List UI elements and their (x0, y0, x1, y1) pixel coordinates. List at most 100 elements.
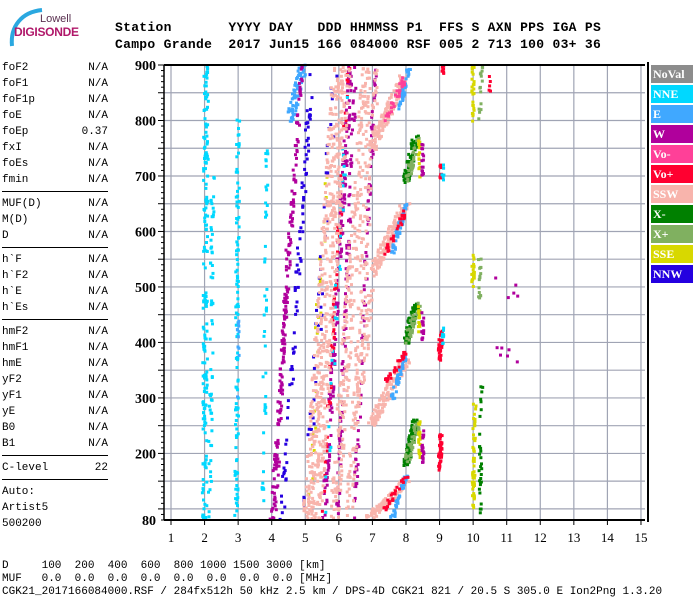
echo-point-w (359, 393, 363, 397)
echo-point-ssw (323, 295, 327, 298)
echo-point-ssw (375, 86, 379, 89)
echo-point-ssw (324, 318, 328, 322)
echo-point-ssw (336, 232, 340, 235)
param-value: N/A (88, 406, 108, 418)
echo-point-ssw (331, 95, 335, 99)
echo-point-ssw (368, 143, 372, 147)
echo-point-vo+ (402, 353, 406, 357)
echo-point-ssw (339, 412, 343, 416)
echo-point-ssw (348, 494, 352, 498)
echo-point-vo+ (335, 273, 339, 277)
echo-point-ssw (385, 105, 389, 109)
echo-point-w (340, 429, 344, 433)
echo-point-ssw (318, 381, 322, 385)
echo-point-ssw (373, 511, 377, 515)
echo-point-nne (263, 403, 267, 407)
echo-point-nne (202, 507, 206, 511)
echo-point-w (362, 319, 366, 323)
echo-point-w (280, 375, 284, 379)
echo-point-ssw (388, 380, 392, 384)
echo-point-w (327, 463, 331, 467)
echo-point-ssw (318, 472, 322, 476)
echo-point-ssw (381, 251, 385, 255)
echo-point-ssw (354, 208, 358, 212)
echo-point-e (406, 74, 410, 78)
echo-point-e (403, 206, 407, 210)
echo-point-ssw (313, 502, 317, 506)
echo-point-nne (204, 167, 207, 171)
echo-point-nnw (291, 347, 295, 351)
echo-point-sse (474, 404, 478, 408)
echo-point-nne (265, 213, 269, 217)
echo-point-x- (477, 487, 481, 491)
echo-point-ssw (320, 400, 323, 404)
echo-point-x+ (478, 274, 482, 278)
echo-point-sse (471, 503, 475, 507)
echo-point-ssw (400, 210, 404, 213)
echo-point-w (369, 125, 373, 129)
echo-point-ssw (358, 271, 362, 275)
echo-point-w (282, 360, 286, 364)
echo-point-w (274, 508, 278, 512)
echo-point-w (276, 438, 280, 442)
echo-point-ssw (353, 413, 357, 417)
echo-point-e (393, 247, 397, 251)
echo-point-nne (209, 398, 213, 402)
echo-point-nne (236, 181, 240, 185)
echo-point-ssw (316, 465, 320, 469)
echo-point-w (295, 156, 298, 160)
echo-point-ssw (362, 203, 365, 207)
echo-point-ssw (321, 332, 325, 336)
x-tick-label: 5 (302, 530, 309, 545)
echo-point-ssw (359, 396, 363, 400)
echo-point-sse (470, 85, 474, 89)
echo-point-nne (203, 386, 207, 390)
echo-point-x- (405, 451, 409, 455)
echo-point-ssw (351, 447, 355, 451)
echo-point-nne (235, 200, 239, 204)
echo-point-ssw (320, 392, 324, 395)
echo-point-ssw (331, 251, 335, 255)
echo-point-ssw (323, 442, 327, 446)
echo-point-vo+ (385, 379, 389, 383)
echo-point-ssw (341, 437, 345, 441)
echo-point-w (337, 457, 341, 461)
echo-point-nne (237, 414, 240, 418)
echo-point-ssw (347, 487, 351, 491)
echo-point-e (293, 104, 297, 108)
echo-point-ssw (375, 410, 379, 414)
echo-point-nne (236, 332, 240, 336)
echo-point-ssw (372, 92, 376, 96)
param-md: M(D) N/A (2, 212, 108, 228)
echo-point-x- (477, 469, 481, 473)
echo-point-nne (264, 201, 268, 205)
echo-point-nne (201, 478, 205, 481)
echo-point-ssw (337, 238, 341, 242)
echo-point-vo+ (403, 476, 407, 480)
echo-point-vo+ (393, 366, 397, 370)
echo-point-ssw (331, 136, 335, 140)
echo-point-sse (416, 305, 420, 309)
echo-point-ssw (377, 261, 381, 265)
echo-point-nne (204, 125, 208, 129)
echo-point-nnw (283, 505, 287, 509)
echo-point-x- (407, 167, 411, 171)
echo-point-ssw (367, 121, 371, 125)
echo-point-vo+ (440, 455, 443, 459)
echo-point-ssw (351, 505, 355, 509)
echo-point-e (402, 483, 406, 487)
echo-point-ssw (332, 194, 336, 198)
echo-point-w (349, 89, 353, 93)
echo-point-nne (203, 414, 207, 418)
echo-point-w (370, 134, 373, 138)
echo-point-e (236, 321, 240, 325)
echo-point-ssw (342, 90, 346, 94)
echo-point-nne (205, 134, 209, 138)
echo-point-e (289, 100, 293, 104)
echo-point-nnw (306, 136, 310, 140)
echo-point-nnw (306, 433, 310, 437)
echo-point-ssw (339, 488, 343, 492)
echo-point-nne (205, 504, 209, 508)
echo-point-nnw (316, 323, 320, 327)
echo-point-ssw (389, 95, 393, 99)
